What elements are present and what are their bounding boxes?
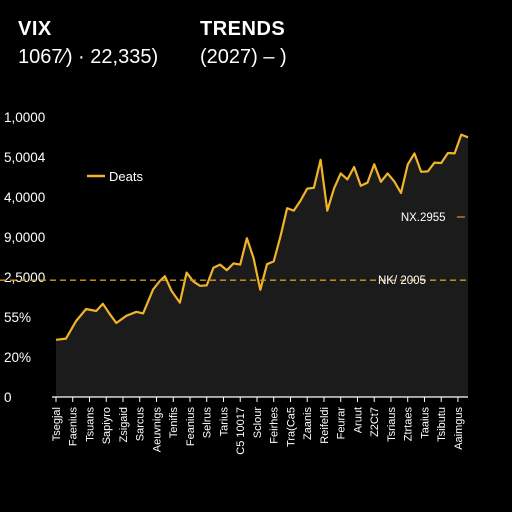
x-tick-label: Feurar: [336, 407, 348, 440]
x-tick-label: Feanius: [185, 407, 197, 447]
y-tick-label: 5,0004: [4, 150, 46, 165]
left-header-title: VIX: [18, 18, 52, 40]
right-header-subtitle: (2027) – ): [200, 46, 287, 68]
y-tick-label: 2,5000: [4, 270, 45, 285]
x-tick-label: Feirhes: [269, 407, 281, 444]
x-tick-label: Tenifis: [168, 407, 180, 439]
x-tick-label: Sarcus: [135, 407, 147, 442]
series-line: [55, 133, 469, 341]
x-tick-label: Sapiyro: [101, 407, 113, 444]
x-tick-label: C5 10017: [235, 407, 247, 455]
x-tick-label: Taaius: [419, 407, 431, 439]
right-header-title: TRENDS: [200, 18, 286, 40]
annotation-label: NX.2955: [401, 212, 446, 224]
x-tick-label: Reifeldi: [319, 407, 331, 444]
x-tick-label: Tsegjal: [51, 407, 63, 441]
y-tick-label: 4,0000: [4, 190, 45, 205]
y-tick-label: 0: [4, 390, 12, 405]
legend-label: Deats: [109, 169, 143, 184]
x-tick-label: Tsibutu: [436, 407, 448, 442]
y-axis-ticks: 0 20% 55% 2,5000 9,0000 4,0000 5,0004 1,0000: [4, 110, 46, 405]
x-tick-label: Ztrtaes: [403, 407, 415, 442]
left-header-subtitle: 1067⁄) · 22,335): [18, 46, 159, 68]
x-tick-label: Zaanis: [302, 407, 314, 441]
x-tick-label: Z2Ct7: [369, 407, 381, 437]
y-tick-label: 9,0000: [4, 230, 45, 245]
x-tick-label: Aruut: [352, 407, 364, 433]
y-tick-label: 1,0000: [4, 110, 45, 125]
x-tick-label: Selrus: [202, 407, 214, 439]
x-tick-label: Zsigaid: [118, 407, 130, 442]
y-tick-label: 55%: [4, 310, 31, 325]
x-tick-label: Aaimgus: [453, 407, 465, 450]
x-tick-label: Tra(Ca5: [285, 407, 297, 447]
x-axis-ticks: Tsegjal Faenius Tsuans Sapiyro Zsigaid Sarcus…: [51, 397, 465, 455]
x-tick-label: Aeuvnigs: [151, 407, 163, 453]
x-tick-label: Tsuans: [84, 407, 96, 442]
x-tick-label: Faenius: [68, 407, 80, 447]
x-tick-label: Tarius: [218, 407, 230, 437]
reference-line-label: NK/ 2005: [378, 275, 426, 287]
x-tick-label: Tsriaus: [386, 407, 398, 442]
x-tick-label: Sclour: [252, 407, 264, 439]
y-tick-label: 20%: [4, 350, 31, 365]
series-area-fill: [56, 134, 468, 397]
